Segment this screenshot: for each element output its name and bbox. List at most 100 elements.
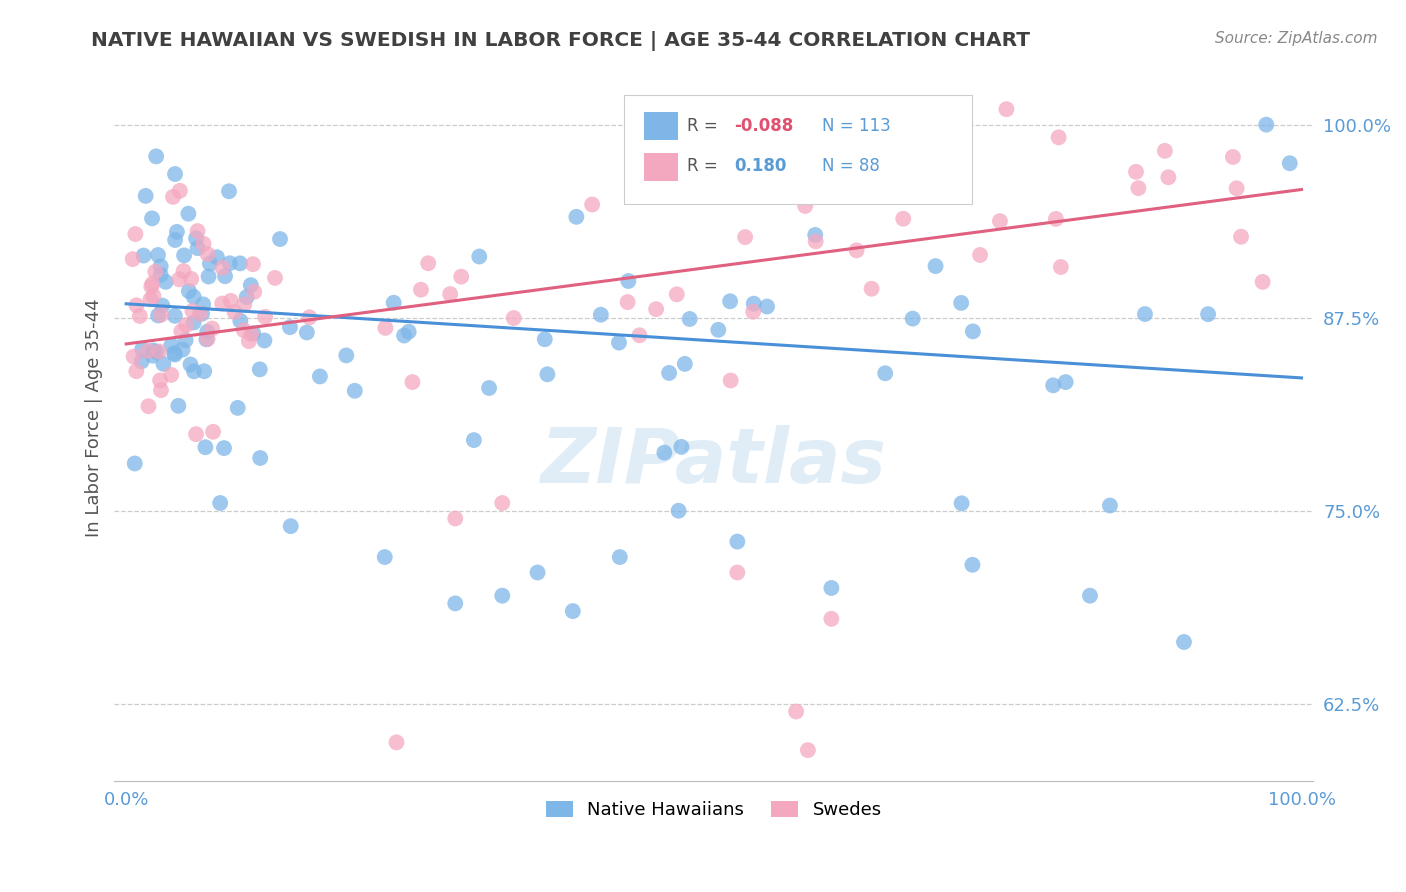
Point bbox=[174, 318, 197, 332]
Text: -0.088: -0.088 bbox=[734, 117, 793, 135]
Point bbox=[298, 310, 321, 325]
Point bbox=[295, 326, 318, 340]
Point bbox=[1226, 181, 1249, 195]
Point bbox=[565, 210, 588, 224]
Point bbox=[141, 279, 163, 293]
Point bbox=[169, 184, 191, 198]
Point bbox=[240, 326, 263, 341]
Point bbox=[1197, 307, 1219, 321]
Point bbox=[122, 350, 145, 364]
Point bbox=[309, 369, 332, 384]
Text: Source: ZipAtlas.com: Source: ZipAtlas.com bbox=[1215, 31, 1378, 46]
Point bbox=[820, 581, 842, 595]
Point bbox=[374, 550, 396, 565]
Point bbox=[374, 321, 396, 335]
Point bbox=[478, 381, 501, 395]
Point bbox=[1125, 165, 1147, 179]
Point bbox=[707, 323, 730, 337]
Point bbox=[149, 373, 172, 387]
Point bbox=[214, 269, 236, 284]
Point bbox=[212, 441, 235, 455]
Point bbox=[269, 232, 291, 246]
Point bbox=[950, 496, 973, 510]
Point bbox=[950, 296, 973, 310]
Point bbox=[794, 199, 817, 213]
Point bbox=[718, 294, 741, 309]
Point bbox=[1278, 156, 1301, 170]
Point bbox=[343, 384, 366, 398]
Point bbox=[170, 324, 193, 338]
Point bbox=[468, 250, 491, 264]
Point bbox=[155, 275, 177, 289]
Text: N = 113: N = 113 bbox=[821, 117, 890, 135]
Point bbox=[163, 346, 186, 360]
Point bbox=[491, 589, 513, 603]
Point bbox=[143, 265, 166, 279]
Point bbox=[149, 268, 172, 282]
Point bbox=[173, 264, 195, 278]
Point bbox=[209, 496, 232, 510]
Text: NATIVE HAWAIIAN VS SWEDISH IN LABOR FORCE | AGE 35-44 CORRELATION CHART: NATIVE HAWAIIAN VS SWEDISH IN LABOR FORC… bbox=[91, 31, 1031, 51]
Point bbox=[1133, 307, 1156, 321]
Point bbox=[160, 338, 183, 352]
Point bbox=[232, 323, 254, 337]
Point bbox=[146, 248, 169, 262]
Point bbox=[463, 433, 485, 447]
Point bbox=[1128, 181, 1150, 195]
Point bbox=[561, 604, 583, 618]
Point bbox=[138, 399, 160, 413]
Point bbox=[804, 235, 827, 249]
Point bbox=[125, 298, 148, 312]
Point bbox=[924, 259, 946, 273]
Point bbox=[444, 596, 467, 610]
Point bbox=[121, 252, 143, 267]
Point bbox=[278, 320, 301, 334]
Point bbox=[969, 248, 991, 262]
Point bbox=[124, 457, 146, 471]
Point bbox=[254, 310, 277, 324]
Point bbox=[249, 362, 271, 376]
Point bbox=[1256, 118, 1278, 132]
Point bbox=[177, 284, 200, 298]
Point bbox=[264, 271, 287, 285]
Point bbox=[242, 257, 264, 271]
Point bbox=[617, 274, 640, 288]
Point bbox=[169, 272, 191, 286]
Point bbox=[502, 311, 524, 326]
Point bbox=[166, 225, 188, 239]
Point bbox=[1222, 150, 1244, 164]
Point bbox=[229, 256, 252, 270]
Point bbox=[988, 214, 1011, 228]
Point bbox=[734, 230, 756, 244]
Point bbox=[183, 290, 205, 304]
Point bbox=[180, 272, 202, 286]
Point bbox=[444, 511, 467, 525]
Point bbox=[142, 343, 165, 358]
Text: ZIPatlas: ZIPatlas bbox=[541, 425, 887, 499]
Point bbox=[860, 282, 883, 296]
Point bbox=[392, 328, 415, 343]
FancyBboxPatch shape bbox=[644, 112, 678, 140]
Point bbox=[124, 227, 146, 241]
Point bbox=[720, 374, 742, 388]
Point bbox=[193, 297, 215, 311]
Point bbox=[533, 332, 555, 346]
Point bbox=[198, 257, 221, 271]
Point bbox=[645, 302, 668, 317]
Point bbox=[742, 304, 765, 318]
Point bbox=[785, 705, 807, 719]
Point bbox=[224, 305, 246, 319]
Point bbox=[1054, 375, 1077, 389]
Point bbox=[128, 309, 150, 323]
Point bbox=[409, 283, 432, 297]
Point bbox=[149, 383, 172, 397]
Point bbox=[673, 357, 696, 371]
Point bbox=[162, 190, 184, 204]
Point bbox=[962, 558, 984, 572]
Point bbox=[167, 399, 190, 413]
Point bbox=[382, 295, 405, 310]
Point bbox=[1050, 260, 1073, 274]
Point bbox=[995, 102, 1018, 116]
Point bbox=[194, 440, 217, 454]
Point bbox=[280, 519, 302, 533]
